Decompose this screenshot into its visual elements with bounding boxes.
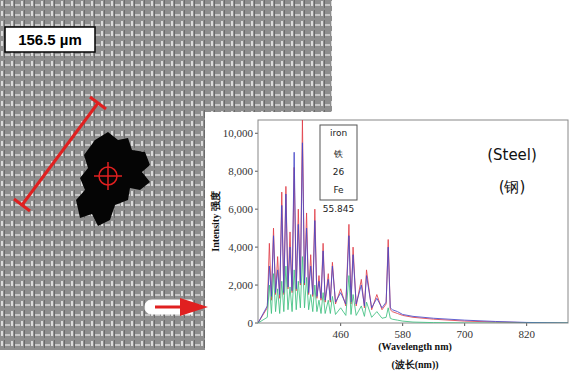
- spectrum-line: [258, 257, 568, 323]
- y-tick-label: 2,000: [228, 279, 253, 291]
- y-tick-label: 0: [248, 317, 254, 329]
- x-axis-title: (Wavelength nm): [378, 341, 452, 353]
- annotation: (钢): [499, 178, 526, 196]
- canvas: 156.5 µm 0 2,000 4,000 6,000 8,000 10,000 460 58…: [0, 0, 573, 378]
- element-text: 26: [333, 167, 345, 177]
- element-text: iron: [330, 128, 347, 138]
- x-tick-label: 580: [394, 328, 411, 340]
- measure-line: [22, 103, 98, 205]
- spectrum-line: [258, 120, 568, 323]
- y-tick-label: 6,000: [228, 203, 253, 215]
- x-tick-label: 820: [518, 328, 535, 340]
- series-group: [258, 120, 568, 323]
- x-tick-label: 700: [456, 328, 473, 340]
- element-text: Fe: [333, 185, 344, 195]
- chart-panel: [205, 112, 573, 378]
- arrow-shaft: [155, 306, 190, 309]
- x-axis-title: (波长(nm)): [391, 359, 438, 371]
- scale-box: [5, 27, 95, 52]
- element-text: 铁: [333, 149, 343, 159]
- plot-frame: [258, 120, 568, 323]
- scale-label: 156.5 µm: [18, 31, 82, 48]
- y-axis-title: Intensity 强度: [210, 191, 221, 251]
- y-tick-label: 10,000: [223, 127, 254, 139]
- spectrum-line: [258, 143, 568, 323]
- element-card: [320, 125, 357, 200]
- y-tick-label: 8,000: [228, 165, 253, 177]
- crosshair-v: [107, 162, 109, 190]
- y-tick-label: 4,000: [228, 241, 253, 253]
- annotation: (Steel): [487, 146, 537, 164]
- element-text: 55.845: [323, 204, 355, 214]
- particle: [76, 132, 150, 226]
- x-tick-label: 460: [332, 328, 349, 340]
- measure-cap: [14, 199, 30, 211]
- measure-cap: [90, 97, 106, 109]
